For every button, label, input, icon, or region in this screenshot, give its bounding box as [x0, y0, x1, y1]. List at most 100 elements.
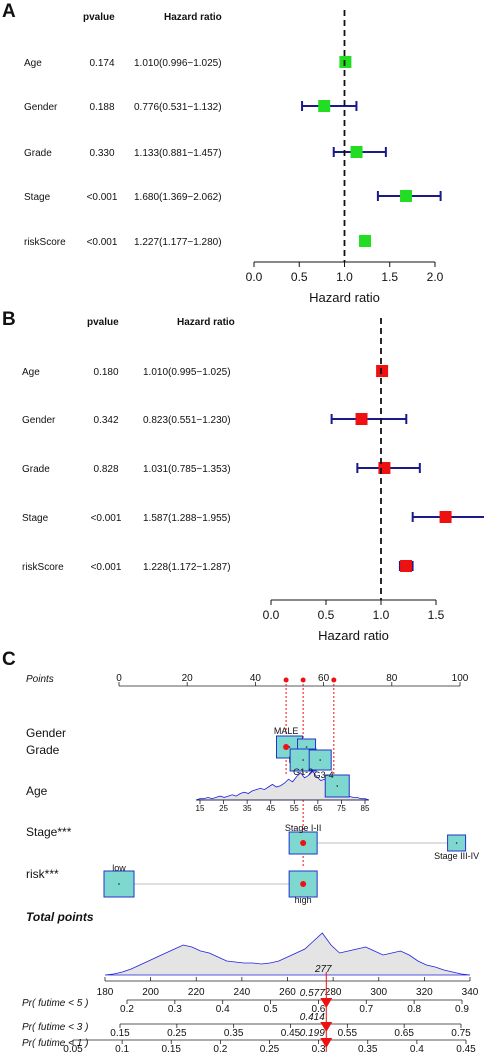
panel-c-letter: C [2, 649, 16, 670]
hr-point [359, 235, 372, 247]
row-hr-text: 0.823(0.551−1.230) [143, 415, 231, 426]
age-tick-label: 55 [290, 804, 299, 813]
x-tick-label: 1.5 [428, 608, 445, 622]
total-points-tick-label: 220 [188, 987, 205, 998]
age-tick-label: 65 [313, 804, 322, 813]
prob-axis-label: Pr( futime < 1 ) [22, 1038, 88, 1049]
risk-label: risk*** [26, 867, 59, 881]
row-hr-text: 1.010(0.996−1.025) [134, 58, 222, 69]
prob-tick-label: 0.55 [338, 1028, 358, 1039]
points-tick-label: 100 [452, 673, 469, 684]
stage-label: Stage*** [26, 825, 72, 839]
risk-box-low-center [118, 883, 120, 885]
row-pvalue: <0.001 [87, 192, 118, 203]
hr-point [339, 56, 352, 68]
row-pvalue: <0.001 [91, 513, 122, 524]
row-label: riskScore [24, 237, 66, 248]
prob-tick-label: 0.8 [407, 1004, 421, 1015]
projection-point [283, 677, 289, 683]
pvalue-header: pvalue [83, 12, 115, 23]
x-tick-label: 1.0 [373, 608, 390, 622]
x-axis-label: Hazard ratio [309, 290, 380, 305]
hr-header: Hazard ratio [177, 317, 235, 328]
prob-tick-label: 0.25 [260, 1044, 280, 1055]
points-tick-label: 60 [318, 673, 330, 684]
row-pvalue: 0.330 [89, 148, 114, 159]
stage-box-high-center [455, 842, 458, 844]
prob-tick-label: 0.15 [110, 1028, 130, 1039]
grade-label: Grade [26, 743, 60, 757]
hr-point [400, 560, 413, 572]
age-tick-label: 85 [361, 804, 370, 813]
total-points-label: Total points [26, 910, 94, 924]
prob-tick-label: 0.1 [115, 1044, 129, 1055]
prob-tick-label: 0.3 [168, 1004, 182, 1015]
gender-label: Gender [26, 726, 66, 740]
grade-level-low: G1-2 [293, 767, 313, 777]
prob-tick-label: 0.25 [167, 1028, 187, 1039]
total-points-tick-label: 320 [416, 987, 433, 998]
prob-tick-label: 0.5 [264, 1004, 278, 1015]
total-points-tick-label: 260 [279, 987, 296, 998]
points-axis-label: Points [26, 674, 54, 685]
age-tick-label: 15 [196, 804, 205, 813]
points-tick-label: 80 [386, 673, 398, 684]
pvalue-header: pvalue [87, 317, 119, 328]
prob-tick-label: 0.4 [410, 1044, 424, 1055]
prob-value: 0.577 [300, 988, 325, 999]
row-pvalue: <0.001 [87, 237, 118, 248]
total-points-tick-label: 300 [370, 987, 387, 998]
hr-header: Hazard ratio [164, 12, 222, 23]
total-points-tick-label: 240 [234, 987, 251, 998]
row-hr-text: 1.227(1.177−1.280) [134, 237, 222, 248]
prob-marker [320, 998, 333, 1008]
row-label: Gender [22, 415, 56, 426]
hr-point [376, 365, 389, 377]
prob-tick-label: 0.45 [281, 1028, 301, 1039]
stage-level-low: Stage I-II [285, 823, 322, 833]
row-label: Age [24, 58, 42, 69]
age-box-center [336, 785, 339, 787]
panel-b-letter: B [2, 309, 16, 330]
grade-box-high-center [319, 759, 321, 761]
points-tick-label: 0 [116, 673, 122, 684]
gender-selected-dot [283, 744, 290, 750]
prob-tick-label: 0.7 [359, 1004, 373, 1015]
prob-tick-label: 0.65 [394, 1028, 414, 1039]
row-label: Age [22, 367, 40, 378]
prob-tick-label: 0.75 [451, 1028, 471, 1039]
row-pvalue: 0.342 [93, 415, 118, 426]
total-points-tick-label: 340 [462, 987, 479, 998]
row-pvalue: 0.180 [93, 367, 118, 378]
prob-tick-label: 0.2 [120, 1004, 134, 1015]
points-tick-label: 40 [250, 673, 262, 684]
prob-tick-label: 0.9 [455, 1004, 469, 1015]
panel-c: C Points020406080100GenderMALEFEMALEGrad… [2, 649, 479, 1055]
row-label: riskScore [22, 562, 64, 573]
risk-level-high: high [295, 895, 312, 905]
total-points-tick-label: 180 [97, 987, 114, 998]
prob-tick-label: 0.3 [312, 1044, 326, 1055]
row-label: Grade [22, 464, 50, 475]
prob-value: 0.199 [300, 1028, 325, 1039]
x-tick-label: 2.0 [427, 270, 444, 284]
x-axis-label: Hazard ratio [318, 628, 389, 643]
age-tick-label: 35 [243, 804, 252, 813]
hr-point [318, 100, 331, 112]
age-tick-label: 45 [266, 804, 275, 813]
row-pvalue: 0.174 [89, 58, 114, 69]
prob-value: 0.414 [300, 1012, 325, 1023]
prob-axis-label: Pr( futime < 5 ) [22, 998, 88, 1009]
row-pvalue: <0.001 [91, 562, 122, 573]
projection-point [300, 677, 306, 683]
row-label: Grade [24, 148, 52, 159]
hr-point [350, 146, 363, 158]
prob-tick-label: 0.4 [216, 1004, 230, 1015]
prob-tick-label: 0.45 [456, 1044, 476, 1055]
x-tick-label: 0.0 [246, 270, 263, 284]
x-tick-label: 0.5 [318, 608, 335, 622]
panel-a: A pvalue Hazard ratio Age 0.174 1.010(0.99… [2, 1, 444, 305]
row-hr-text: 1.587(1.288−1.955) [143, 513, 231, 524]
total-points-tick-label: 280 [325, 987, 342, 998]
